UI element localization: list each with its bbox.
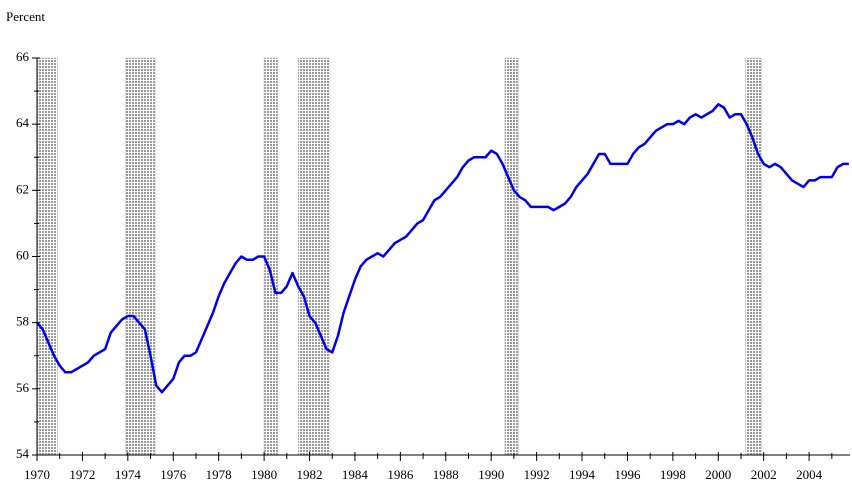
x-tick-label: 1986 (387, 467, 414, 482)
x-tick-label: 1992 (524, 467, 550, 482)
x-tick-label: 1988 (433, 467, 459, 482)
y-axis-label: Percent (6, 9, 45, 24)
recession-band (36, 57, 58, 456)
x-tick-label: 2000 (705, 467, 731, 482)
x-tick-label: 2002 (751, 467, 777, 482)
x-tick-label: 1978 (206, 467, 232, 482)
recession-band (297, 57, 331, 456)
x-tick-label: 2004 (796, 467, 823, 482)
x-tick-label: 1970 (24, 467, 50, 482)
recession-band (263, 57, 278, 456)
x-tick-label: 1976 (160, 467, 187, 482)
x-tick-label: 1994 (569, 467, 596, 482)
y-tick-label: 64 (16, 115, 30, 130)
x-tick-label: 1982 (297, 467, 323, 482)
x-tick-label: 1990 (478, 467, 504, 482)
recession-band (504, 57, 519, 456)
y-tick-label: 62 (16, 181, 29, 196)
x-tick-label: 1984 (342, 467, 369, 482)
y-tick-label: 58 (16, 314, 29, 329)
x-tick-label: 1974 (115, 467, 142, 482)
y-tick-label: 56 (16, 380, 30, 395)
series-line (36, 103, 849, 394)
recession-band (745, 57, 762, 456)
y-tick-label: 66 (16, 49, 30, 64)
x-tick-label: 1998 (660, 467, 686, 482)
y-tick-label: 54 (16, 446, 30, 461)
x-tick-label: 1996 (614, 467, 641, 482)
x-tick-label: 1980 (251, 467, 277, 482)
y-tick-label: 60 (16, 247, 29, 262)
x-tick-label: 1972 (69, 467, 95, 482)
recession-band (125, 57, 156, 456)
